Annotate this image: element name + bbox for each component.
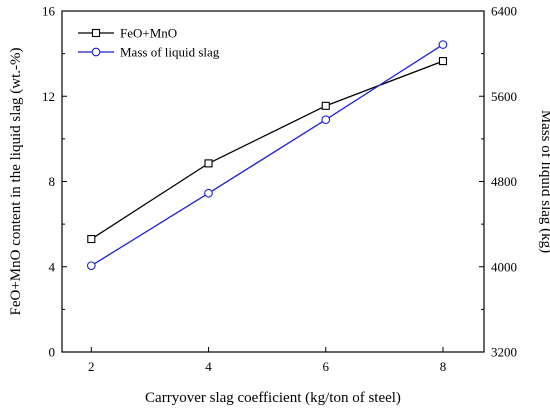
legend-label-1: FeO+MnO (120, 26, 177, 41)
plot-frame (61, 10, 485, 353)
left-y-tick-label: 12 (42, 89, 55, 104)
legend: FeO+MnO Mass of liquid slag (78, 26, 220, 60)
left-y-tick-label: 8 (49, 174, 56, 189)
right-y-tick-label: 4000 (491, 259, 517, 274)
x-axis-title: Carryover slag coefficient (kg/ton of st… (145, 390, 401, 406)
series-1-point (321, 101, 330, 110)
series-1-point (438, 57, 448, 66)
x-tick-label: 8 (440, 359, 447, 374)
series-layer (86, 40, 448, 271)
series-line-2 (90, 44, 444, 267)
series-2-point (86, 261, 96, 271)
right-y-axis-title: Mass of liquid slag (kg) (538, 110, 550, 253)
left-y-tick-label: 0 (49, 345, 56, 360)
x-tick-label: 6 (323, 359, 330, 374)
right-y-tick-label: 5600 (491, 89, 517, 104)
right-y-tick-label: 4800 (491, 174, 517, 189)
right-y-tick-label: 6400 (491, 4, 517, 19)
x-tick-label: 4 (205, 359, 212, 374)
series-2-point (204, 188, 213, 198)
series-2-point (438, 40, 448, 49)
series-2-point (321, 115, 331, 125)
left-y-tick-label: 16 (42, 4, 56, 19)
legend-label-2: Mass of liquid slag (120, 45, 220, 60)
right-y-tick-label: 3200 (491, 345, 517, 360)
series-line-1 (90, 60, 444, 240)
axes-layer: 2 4 6 8 0 4 8 12 16 3200 4000 4800 5600 6400 (42, 4, 517, 375)
legend-marker-1 (91, 28, 101, 38)
left-y-tick-label: 4 (49, 259, 56, 274)
series-1-point (87, 234, 96, 244)
legend-marker-2 (91, 47, 101, 57)
left-y-axis-title: FeO+MnO content in the liquid slag (wt.-… (8, 47, 24, 315)
x-tick-label: 2 (88, 359, 95, 374)
series-1-point (204, 159, 213, 168)
